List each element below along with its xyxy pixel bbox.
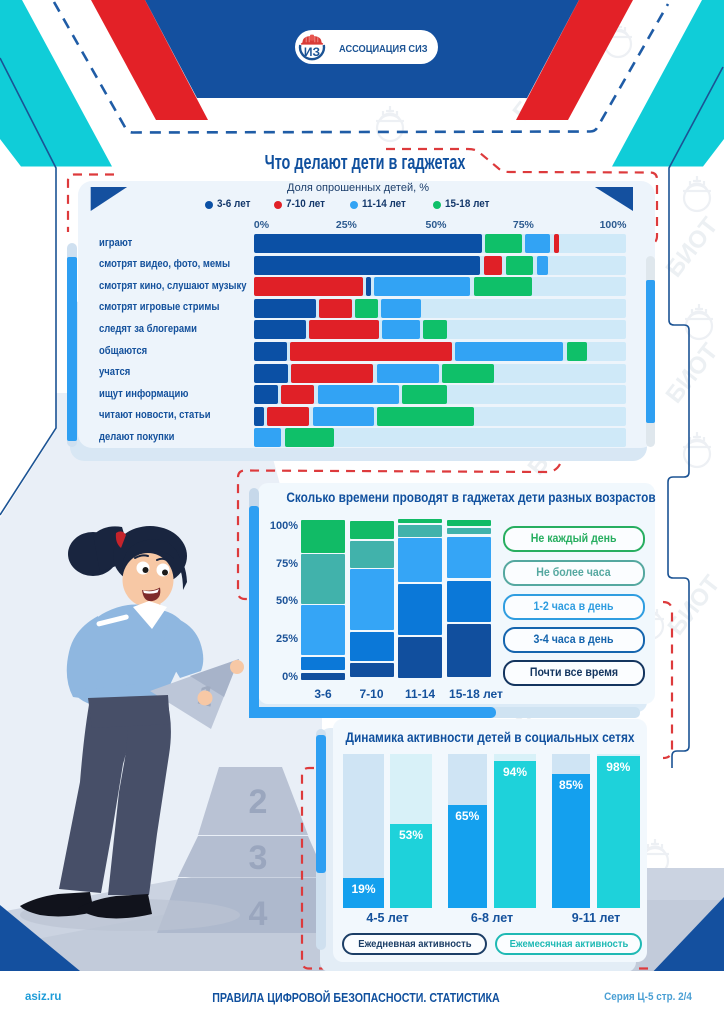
- svg-text:2: 2: [249, 783, 268, 821]
- svg-text:БИОТ: БИОТ: [661, 212, 724, 282]
- svg-text:БИОТ: БИОТ: [661, 338, 724, 408]
- svg-text:4: 4: [249, 895, 268, 933]
- svg-text:3: 3: [249, 839, 268, 877]
- svg-text:ИЗ: ИЗ: [304, 45, 320, 59]
